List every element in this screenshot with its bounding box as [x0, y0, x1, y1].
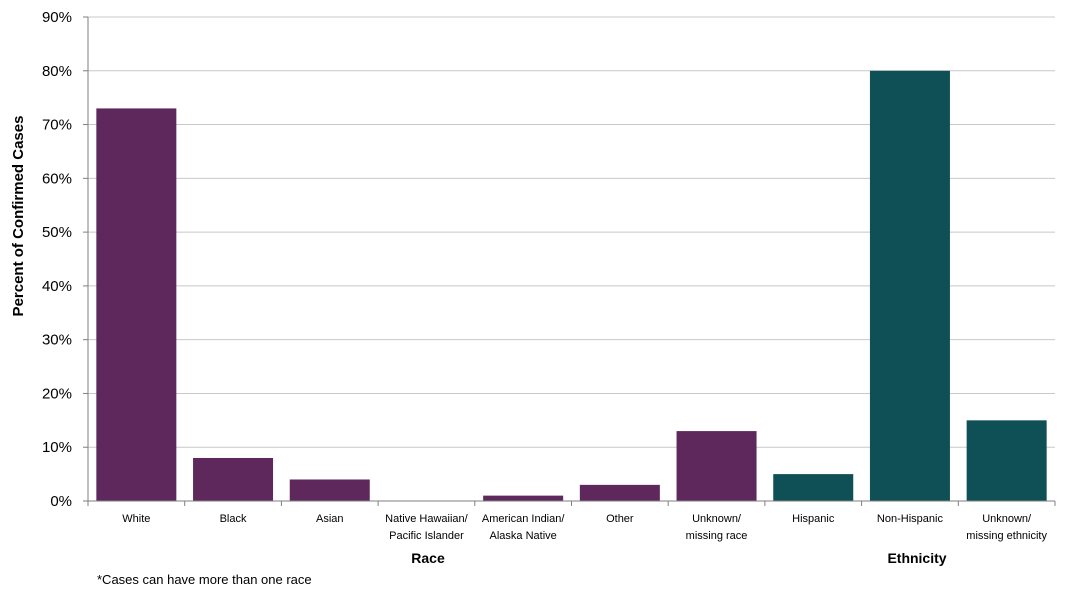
x-tick-label: American Indian/Alaska Native [482, 513, 565, 542]
y-axis-title: Percent of Confirmed Cases [10, 116, 27, 317]
x-tick-label: Asian [316, 513, 344, 525]
bars [96, 70, 1047, 502]
bar [193, 457, 274, 501]
y-tick-label: 50% [42, 224, 72, 241]
bar [966, 420, 1047, 501]
bar [869, 70, 950, 502]
x-tick-label: White [122, 513, 150, 525]
x-tick-label: Unknown/missing race [686, 513, 748, 542]
bar [676, 431, 757, 501]
group-labels: Race Ethnicity [411, 550, 947, 566]
y-tick-label: 60% [42, 170, 72, 187]
y-tick-label: 90% [42, 9, 72, 26]
x-tick-labels: White Black Asian Native Hawaiian/Pacific I… [122, 513, 1047, 542]
y-tick-label: 40% [42, 278, 72, 295]
y-tick-label: 10% [42, 439, 72, 456]
y-tick-label: 30% [42, 332, 72, 349]
x-tick-label: Black [220, 513, 247, 525]
group-label: Ethnicity [887, 550, 946, 566]
x-tick-label: Other [606, 513, 634, 525]
y-tick-labels: 0% 10% 20% 30% 40% 50% 60% 70% 80% 90% [42, 9, 72, 510]
bar [773, 474, 854, 501]
axes [83, 16, 1056, 506]
gridlines [88, 16, 1055, 448]
x-tick-label: Non-Hispanic [877, 513, 944, 525]
y-tick-label: 70% [42, 117, 72, 134]
bar [289, 479, 370, 501]
footnote: *Cases can have more than one race [97, 572, 312, 587]
x-tick-label: Native Hawaiian/Pacific Islander [385, 513, 468, 542]
y-tick-label: 80% [42, 63, 72, 80]
bar [579, 484, 660, 501]
y-tick-label: 20% [42, 385, 72, 402]
group-label: Race [411, 550, 445, 566]
x-tick-label: Hispanic [792, 513, 835, 525]
bar [483, 495, 564, 501]
bar [96, 108, 177, 501]
y-tick-label: 0% [50, 493, 72, 510]
x-tick-label: Unknown/missing ethnicity [966, 513, 1047, 542]
